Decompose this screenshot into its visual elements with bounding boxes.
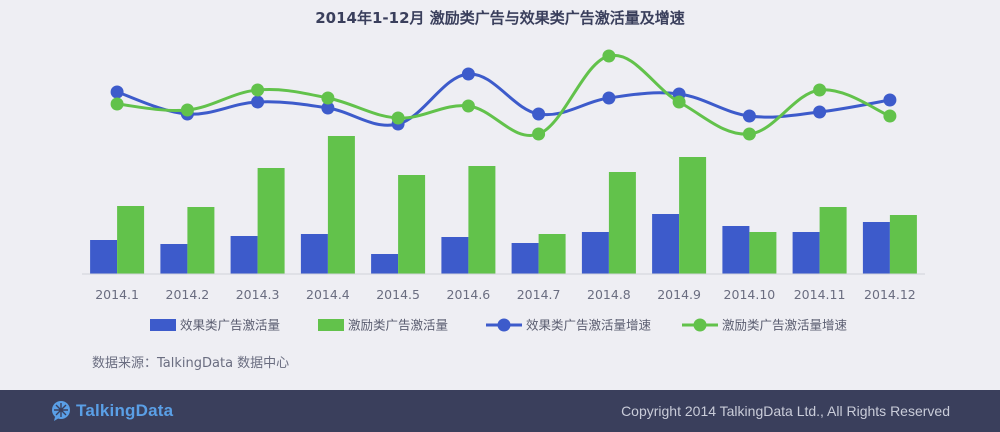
point-incentive-growth-9 [672,95,686,109]
bar-effect-8 [581,232,609,274]
point-effect-growth-4 [321,101,335,115]
talkingdata-logo: TalkingData [50,390,173,432]
bar-effect-11 [792,232,820,274]
point-effect-growth-1 [110,85,124,99]
bar-incentive-5 [398,175,426,274]
point-incentive-growth-1 [110,97,124,111]
line-layer [110,49,897,141]
point-effect-growth-12 [883,93,897,107]
footer-bar: TalkingData Copyright 2014 TalkingData L… [0,390,1000,432]
bar-incentive-12 [889,215,917,274]
legend-item-incentive-growth: 激励类广告激活量增速 [682,318,848,333]
point-incentive-growth-11 [813,83,827,97]
x-tick-label: 2014.10 [724,287,776,302]
legend-label: 效果类广告激活量 [180,318,280,333]
x-tick-label: 2014.5 [376,287,420,302]
x-tick-label: 2014.1 [95,287,139,302]
point-effect-growth-8 [602,91,616,105]
bar-incentive-4 [327,136,355,274]
legend-swatch [150,319,176,331]
logo-text: TalkingData [76,401,174,420]
legend-label: 激励类广告激活量增速 [722,318,848,333]
legend-swatch [318,319,344,331]
bar-incentive-6 [468,166,496,274]
point-effect-growth-3 [251,95,265,109]
point-incentive-growth-6 [461,99,475,113]
point-incentive-growth-8 [602,49,616,63]
logo-bubble-icon [52,401,70,421]
x-tick-label: 2014.6 [447,287,491,302]
x-tick-label: 2014.3 [236,287,280,302]
point-effect-growth-10 [742,109,756,123]
x-tick-label: 2014.2 [166,287,210,302]
bar-effect-2 [160,244,188,274]
x-tick-label: 2014.8 [587,287,631,302]
x-tick-label: 2014.11 [794,287,846,302]
bar-incentive-7 [538,234,566,274]
bar-incentive-8 [608,172,636,274]
bar-effect-7 [511,243,539,274]
bar-effect-10 [722,226,750,274]
legend-item-incentive-volume: 激励类广告激活量 [318,318,448,333]
point-effect-growth-6 [461,67,475,81]
bar-incentive-9 [679,157,707,274]
x-tick-label: 2014.4 [306,287,350,302]
bar-incentive-11 [819,207,847,274]
chart-title: 2014年1-12月 激励类广告与效果类广告激活量及增速 [315,9,685,27]
x-axis-ticks: 2014.1 2014.2 2014.3 2014.4 2014.5 2014.6 2014… [95,287,916,302]
bar-incentive-1 [117,206,145,274]
legend-marker [497,318,511,332]
bar-layer [90,136,917,274]
point-effect-growth-11 [813,105,827,119]
point-incentive-growth-3 [251,83,265,97]
legend-item-effect-growth: 效果类广告激活量增速 [486,318,652,333]
chart: 2014年1-12月 激励类广告与效果类广告激活量及增速 2014.1 2014.… [82,9,925,333]
line-incentive-growth [116,54,891,137]
bar-effect-5 [371,254,399,274]
point-incentive-growth-2 [180,103,194,117]
legend-label: 激励类广告激活量 [348,318,448,333]
legend-label: 效果类广告激活量增速 [526,318,652,333]
bar-incentive-3 [257,168,285,274]
bar-effect-3 [230,236,258,274]
bar-incentive-2 [187,207,215,274]
line-effect-growth [116,72,891,127]
bar-effect-4 [300,234,328,274]
source-note: 数据来源：TalkingData 数据中心 [92,356,290,371]
point-incentive-growth-4 [321,91,335,105]
x-tick-label: 2014.7 [517,287,561,302]
point-incentive-growth-5 [391,111,405,125]
bar-incentive-10 [749,232,777,274]
bar-effect-6 [441,237,469,274]
legend-item-effect-volume: 效果类广告激活量 [150,318,280,333]
bar-effect-1 [90,240,118,274]
x-tick-label: 2014.12 [864,287,916,302]
bar-effect-12 [862,222,890,274]
x-tick-label: 2014.9 [657,287,701,302]
point-incentive-growth-12 [883,109,897,123]
point-incentive-growth-10 [742,127,756,141]
legend: 效果类广告激活量 激励类广告激活量 效果类广告激活量增速 激励类广告激活量增速 [150,318,848,333]
point-effect-growth-7 [532,107,546,121]
legend-marker [693,318,707,332]
copyright-text: Copyright 2014 TalkingData Ltd., All Rig… [621,403,950,419]
bar-effect-9 [652,214,680,274]
point-incentive-growth-7 [532,127,546,141]
